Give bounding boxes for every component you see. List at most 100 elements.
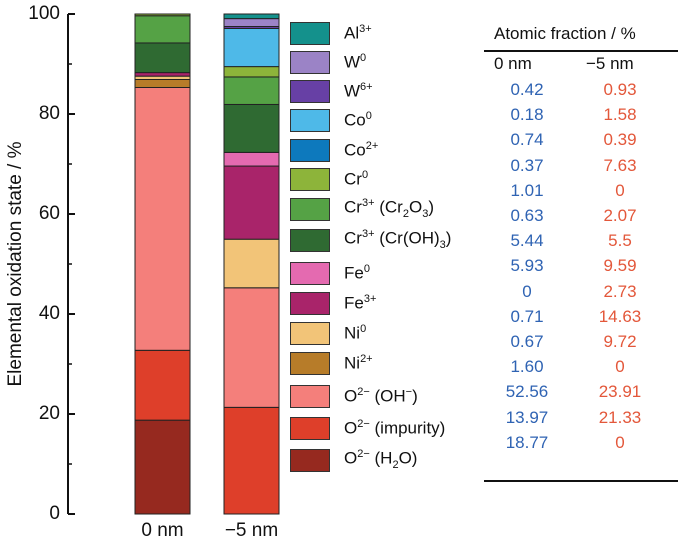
legend-swatch (290, 79, 330, 103)
bar-segment-cr_oh-0 (134, 42, 191, 74)
legend-item-co2: Co2+ (290, 137, 378, 163)
table-cell-0nm: 0.37 (510, 155, 544, 175)
bar-segment-o_oh-0 (134, 87, 191, 351)
legend-item-ni2: Ni2+ (290, 350, 373, 376)
bar-segment-co0-1 (223, 27, 280, 68)
bar-segment-w0-1 (223, 18, 280, 28)
bar-segment-o_imp-1 (223, 406, 280, 515)
table-cell-5nm: 0.93 (603, 80, 637, 99)
legend-item-ni0: Ni0 (290, 320, 366, 346)
legend-swatch (290, 261, 330, 285)
table-cell-0nm: 0.18 (510, 105, 544, 125)
legend-swatch (290, 416, 330, 440)
y-tick-label: 0 (49, 503, 60, 524)
legend-label: Cr3+ (Cr2O3) (344, 197, 434, 221)
table-cell-0nm: 0.74 (510, 130, 544, 150)
bar-segment-o_h2o-0 (134, 419, 191, 515)
y-tick-label: 60 (38, 203, 60, 224)
axes-layer (67, 13, 75, 515)
legend-label: W0 (344, 51, 367, 72)
table-cell-5nm: 23.91 (598, 382, 642, 402)
y-tick-label: 40 (38, 303, 60, 324)
legend-swatch (290, 108, 330, 132)
legend-label: Cr3+ (Cr(OH)3) (344, 228, 452, 252)
legend-label: Cr0 (344, 168, 369, 189)
legend-swatch (290, 448, 330, 472)
table-cell-0nm: 5.44 (510, 231, 544, 251)
legend-item-o_oh: O2− (OH−) (290, 383, 418, 409)
table-header-5nm: −5 nm (586, 54, 634, 73)
legend-item-cr_oh: Cr3+ (Cr(OH)3) (290, 227, 451, 253)
bar-segment-cr_ox-1 (223, 76, 280, 105)
bar-segment-cr_oh-1 (223, 103, 280, 153)
legend-item-o_h2o: O2− (H2O) (290, 447, 417, 473)
legend-label: Co2+ (344, 139, 379, 160)
legend-swatch (290, 167, 330, 191)
y-tick-label: 100 (28, 3, 60, 24)
legend-swatch (290, 384, 330, 408)
legend-item-fe0: Fe0 (290, 260, 370, 286)
legend-swatch (290, 50, 330, 74)
table-cell-5nm: 1.58 (603, 105, 637, 125)
x-tick-label: −5 nm (224, 520, 279, 541)
legend-label: Al3+ (344, 22, 372, 43)
legend-swatch (290, 197, 330, 221)
bar-segment-ni2-0 (134, 79, 191, 88)
legend-item-o_imp: O2− (impurity) (290, 415, 445, 441)
legend-swatch (290, 291, 330, 315)
table-header-0nm: 0 nm (494, 54, 532, 73)
x-tick-label: 0 nm (141, 520, 184, 541)
legend-label: O2− (impurity) (344, 417, 446, 438)
bar-segment-cr0-0 (134, 13, 191, 17)
bar-segment-cr_ox-0 (134, 15, 191, 44)
table-cell-0nm: 1.01 (510, 180, 544, 200)
bar-segment-fe3-0 (134, 72, 191, 77)
table-cell-5nm: 0 (615, 180, 625, 200)
legend-swatch (290, 21, 330, 45)
table-rule-top (484, 50, 678, 52)
table-cell-0nm: 52.56 (505, 382, 549, 402)
table-cell-5nm: 2.73 (603, 281, 637, 301)
table-title: Atomic fraction / % (494, 24, 636, 43)
table-cell-5nm: 0 (615, 432, 625, 452)
table-cell-0nm: 13.97 (505, 407, 549, 427)
table-cell-0nm: 0.67 (510, 332, 544, 351)
y-tick-label: 20 (38, 403, 60, 424)
legend-item-fe3: Fe3+ (290, 290, 376, 316)
table-rule-bottom (484, 480, 678, 482)
bar-segment-cr0-1 (223, 66, 280, 78)
legend-label: W6+ (344, 80, 373, 101)
y-tick-label: 80 (38, 103, 60, 124)
legend-label: O2− (OH−) (344, 385, 418, 406)
legend-swatch (290, 351, 330, 375)
legend-label: Co0 (344, 109, 372, 130)
table-cell-5nm: 5.5 (608, 231, 632, 251)
table-cell-0nm: 1.60 (510, 357, 544, 377)
legend-label: O2− (H2O) (344, 448, 418, 472)
legend-swatch (290, 138, 330, 162)
legend-item-al3: Al3+ (290, 20, 372, 46)
table-cell-5nm: 9.59 (603, 256, 637, 276)
table-cell-0nm: 5.93 (510, 256, 544, 276)
bar-segment-o_oh-1 (223, 287, 280, 408)
legend-swatch (290, 321, 330, 345)
bar-segment-fe3-1 (223, 165, 280, 240)
legend-item-w6: W6+ (290, 78, 373, 104)
legend-item-cr0: Cr0 (290, 166, 368, 192)
legend-item-cr_ox: Cr3+ (Cr2O3) (290, 196, 434, 222)
table-cell-0nm: 18.77 (505, 432, 549, 452)
table-cell-5nm: 9.72 (603, 332, 637, 351)
table-cell-5nm: 21.33 (598, 407, 642, 427)
legend-label: Fe0 (344, 262, 370, 283)
table-cell-5nm: 0 (615, 357, 625, 377)
bar-segment-ni0-1 (223, 238, 280, 289)
table-cell-0nm: 0.63 (510, 206, 544, 225)
table-cell-0nm: 0.71 (510, 306, 544, 326)
legend-item-co0: Co0 (290, 107, 372, 133)
bar-segment-o_imp-0 (134, 349, 191, 421)
bar-segment-fe0-1 (223, 151, 280, 167)
table-cell-0nm: 0 (522, 281, 532, 301)
table-cell-5nm: 2.07 (603, 206, 637, 225)
legend-label: Ni0 (344, 322, 367, 343)
